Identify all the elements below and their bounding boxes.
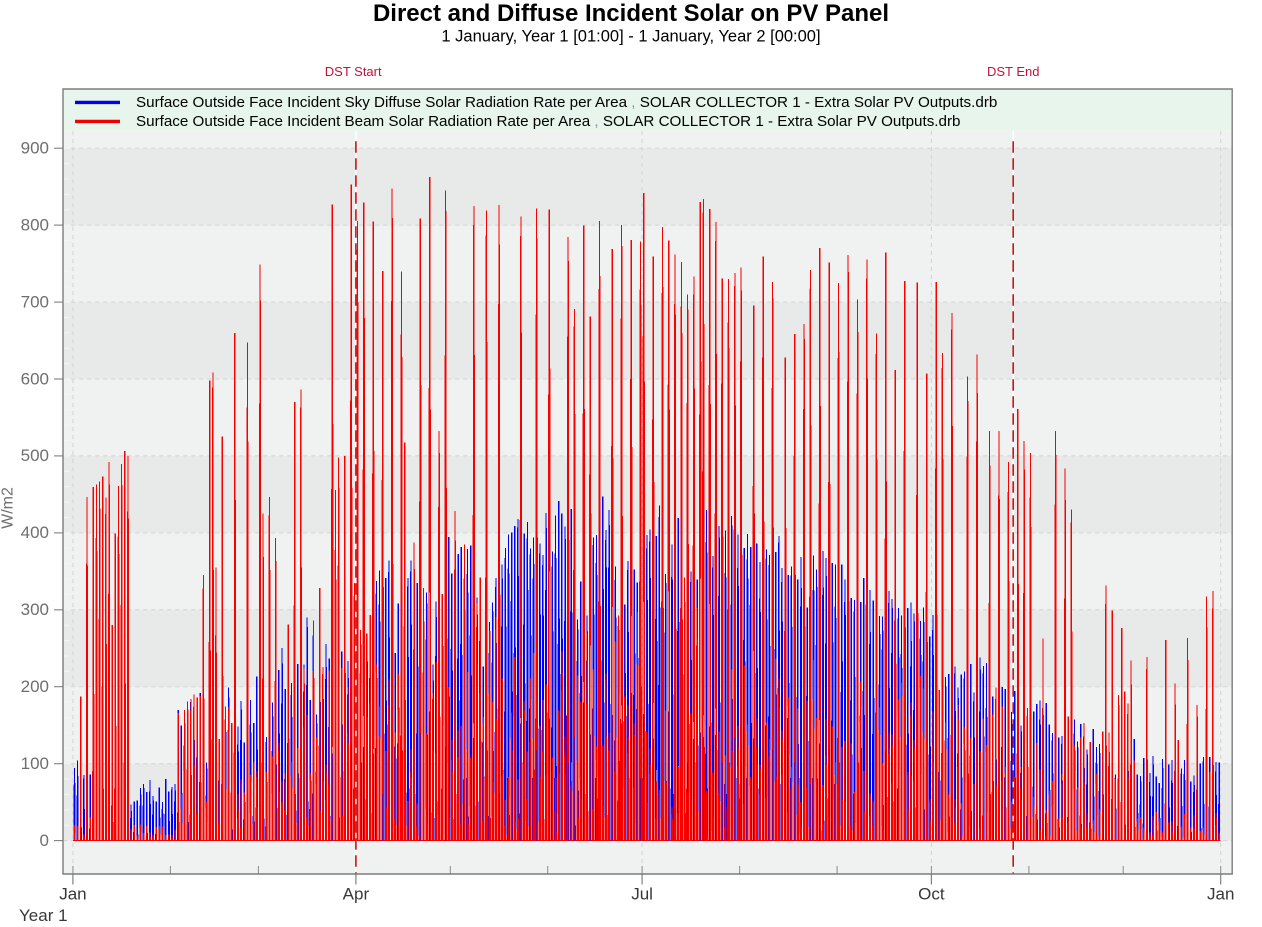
svg-text:700: 700 bbox=[21, 292, 49, 311]
svg-text:Direct and Diffuse Incident So: Direct and Diffuse Incident Solar on PV … bbox=[373, 0, 889, 27]
svg-text:0: 0 bbox=[40, 831, 49, 850]
svg-text:1 January, Year 1 [01:00] - 1: 1 January, Year 1 [01:00] - 1 January, Y… bbox=[441, 27, 820, 45]
svg-text:DST Start: DST Start bbox=[325, 64, 382, 79]
svg-text:900: 900 bbox=[21, 139, 49, 158]
svg-text:Surface Outside Face Incident: Surface Outside Face Incident Beam Solar… bbox=[136, 113, 960, 130]
svg-text:Apr: Apr bbox=[343, 884, 370, 903]
svg-text:Jan: Jan bbox=[59, 884, 86, 903]
svg-text:600: 600 bbox=[21, 369, 49, 388]
svg-text:800: 800 bbox=[21, 215, 49, 234]
svg-text:500: 500 bbox=[21, 446, 49, 465]
svg-text:Jul: Jul bbox=[631, 884, 653, 903]
svg-text:Year 1: Year 1 bbox=[19, 906, 68, 925]
svg-text:300: 300 bbox=[21, 600, 49, 619]
svg-text:DST End: DST End bbox=[987, 64, 1040, 79]
svg-text:100: 100 bbox=[21, 754, 49, 773]
svg-text:Surface Outside Face Incident: Surface Outside Face Incident Sky Diffus… bbox=[136, 94, 997, 111]
svg-text:Oct: Oct bbox=[918, 884, 945, 903]
svg-text:W/m2: W/m2 bbox=[0, 487, 17, 529]
svg-text:400: 400 bbox=[21, 523, 49, 542]
svg-text:200: 200 bbox=[21, 677, 49, 696]
svg-text:Jan: Jan bbox=[1207, 884, 1234, 903]
